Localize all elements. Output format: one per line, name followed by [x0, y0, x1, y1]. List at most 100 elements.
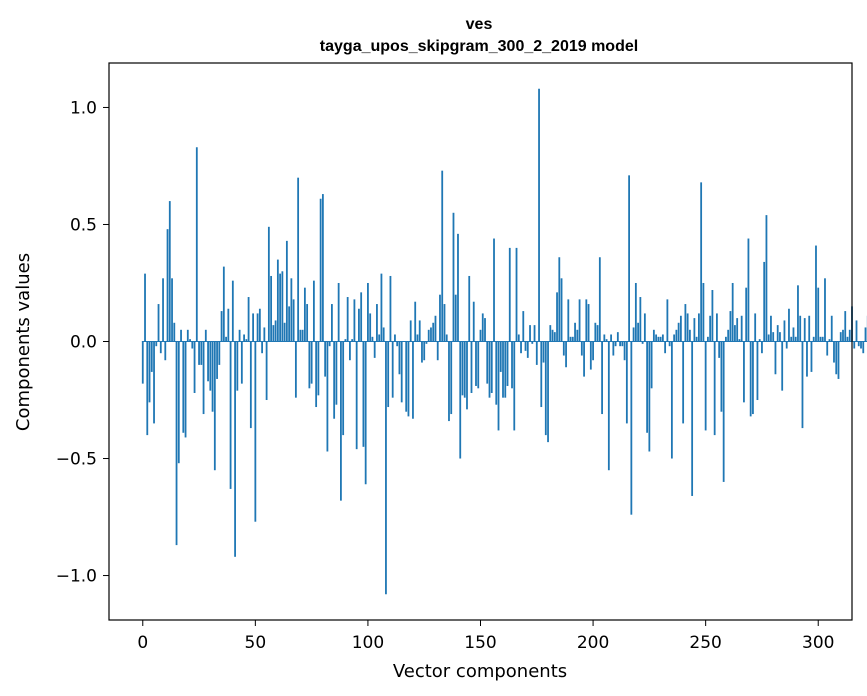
bar-64 — [285, 240, 288, 342]
bar-247 — [698, 313, 700, 342]
bar-4 — [150, 341, 153, 372]
bar-265 — [738, 339, 741, 342]
bar-183 — [553, 332, 556, 342]
bar-224 — [646, 341, 649, 433]
bar-85 — [333, 341, 336, 419]
bar-63 — [283, 322, 286, 342]
bar-260 — [727, 329, 730, 342]
bar-266 — [740, 315, 743, 342]
bar-114 — [398, 341, 401, 375]
bar-244 — [691, 341, 694, 496]
y-tick-label: −1.0 — [56, 567, 97, 587]
bar-83 — [328, 341, 331, 347]
bar-302 — [821, 336, 824, 342]
bar-271 — [752, 341, 754, 415]
bar-175 — [535, 341, 538, 365]
bar-269 — [747, 238, 750, 342]
bar-207 — [607, 341, 610, 471]
bar-205 — [603, 334, 606, 342]
bar-134 — [443, 304, 446, 342]
bar-149 — [477, 341, 480, 389]
bar-109 — [387, 341, 390, 408]
bar-123 — [418, 320, 421, 342]
bar-117 — [405, 341, 408, 412]
bar-291 — [797, 285, 799, 342]
bar-111 — [391, 341, 394, 398]
bar-213 — [621, 341, 624, 347]
bar-88 — [340, 341, 342, 501]
bar-204 — [601, 341, 603, 415]
bar-176 — [538, 88, 540, 342]
bar-122 — [416, 334, 419, 342]
bar-264 — [736, 318, 739, 342]
bar-287 — [788, 308, 790, 342]
bar-208 — [610, 334, 612, 342]
bar-192 — [574, 322, 576, 342]
x-tick-label: 0 — [137, 633, 148, 653]
bar-221 — [639, 297, 642, 342]
bar-312 — [844, 311, 847, 342]
bar-248 — [700, 182, 703, 342]
x-tick-label: 100 — [352, 633, 384, 653]
bar-290 — [794, 336, 797, 342]
bar-313 — [846, 336, 849, 342]
bar-144 — [466, 341, 468, 410]
y-tick-label: 0.5 — [70, 215, 97, 235]
bar-32 — [213, 341, 216, 471]
bar-6 — [155, 341, 158, 347]
bar-256 — [718, 341, 721, 358]
bar-304 — [826, 341, 829, 356]
bar-202 — [596, 325, 599, 342]
bar-303 — [824, 278, 826, 342]
bar-69 — [297, 177, 300, 342]
bar-18 — [182, 341, 185, 433]
bar-285 — [783, 320, 786, 342]
bar-13 — [171, 278, 173, 342]
bar-90 — [344, 339, 347, 342]
bar-142 — [461, 341, 464, 396]
bar-300 — [817, 287, 820, 342]
bar-277 — [765, 215, 768, 342]
bar-145 — [468, 275, 471, 342]
bar-159 — [499, 341, 502, 372]
bar-232 — [664, 341, 667, 354]
bar-289 — [792, 327, 795, 342]
bar-174 — [533, 325, 536, 342]
bar-201 — [594, 322, 597, 342]
bar-197 — [585, 299, 588, 342]
bar-206 — [605, 339, 608, 342]
y-axis-ticks: −1.0 −0.5 0.0 0.5 1.0 — [56, 98, 109, 587]
bar-100 — [367, 282, 369, 342]
bar-152 — [484, 318, 486, 342]
bar-9 — [162, 278, 164, 342]
bar-241 — [684, 304, 687, 342]
bar-173 — [531, 341, 534, 344]
bar-180 — [547, 341, 549, 443]
bar-307 — [833, 341, 835, 363]
bar-3 — [148, 341, 151, 403]
bar-78 — [317, 341, 320, 396]
bar-36 — [222, 266, 225, 342]
bar-316 — [853, 341, 856, 349]
bar-239 — [679, 315, 682, 342]
bar-187 — [562, 341, 565, 356]
bar-40 — [231, 280, 234, 342]
bar-274 — [758, 339, 761, 342]
bar-210 — [614, 341, 617, 347]
bar-54 — [263, 327, 266, 342]
bar-209 — [612, 341, 615, 356]
bar-82 — [326, 341, 329, 452]
bar-166 — [515, 247, 518, 342]
bar-28 — [204, 329, 207, 342]
bar-238 — [677, 322, 680, 342]
x-tick-label: 200 — [577, 633, 609, 653]
bar-263 — [734, 325, 736, 342]
bar-10 — [164, 341, 167, 361]
bar-124 — [421, 341, 423, 363]
bar-125 — [423, 341, 426, 361]
bar-27 — [202, 341, 205, 415]
bar-92 — [349, 341, 351, 361]
bar-194 — [578, 299, 581, 342]
bar-190 — [569, 336, 572, 342]
